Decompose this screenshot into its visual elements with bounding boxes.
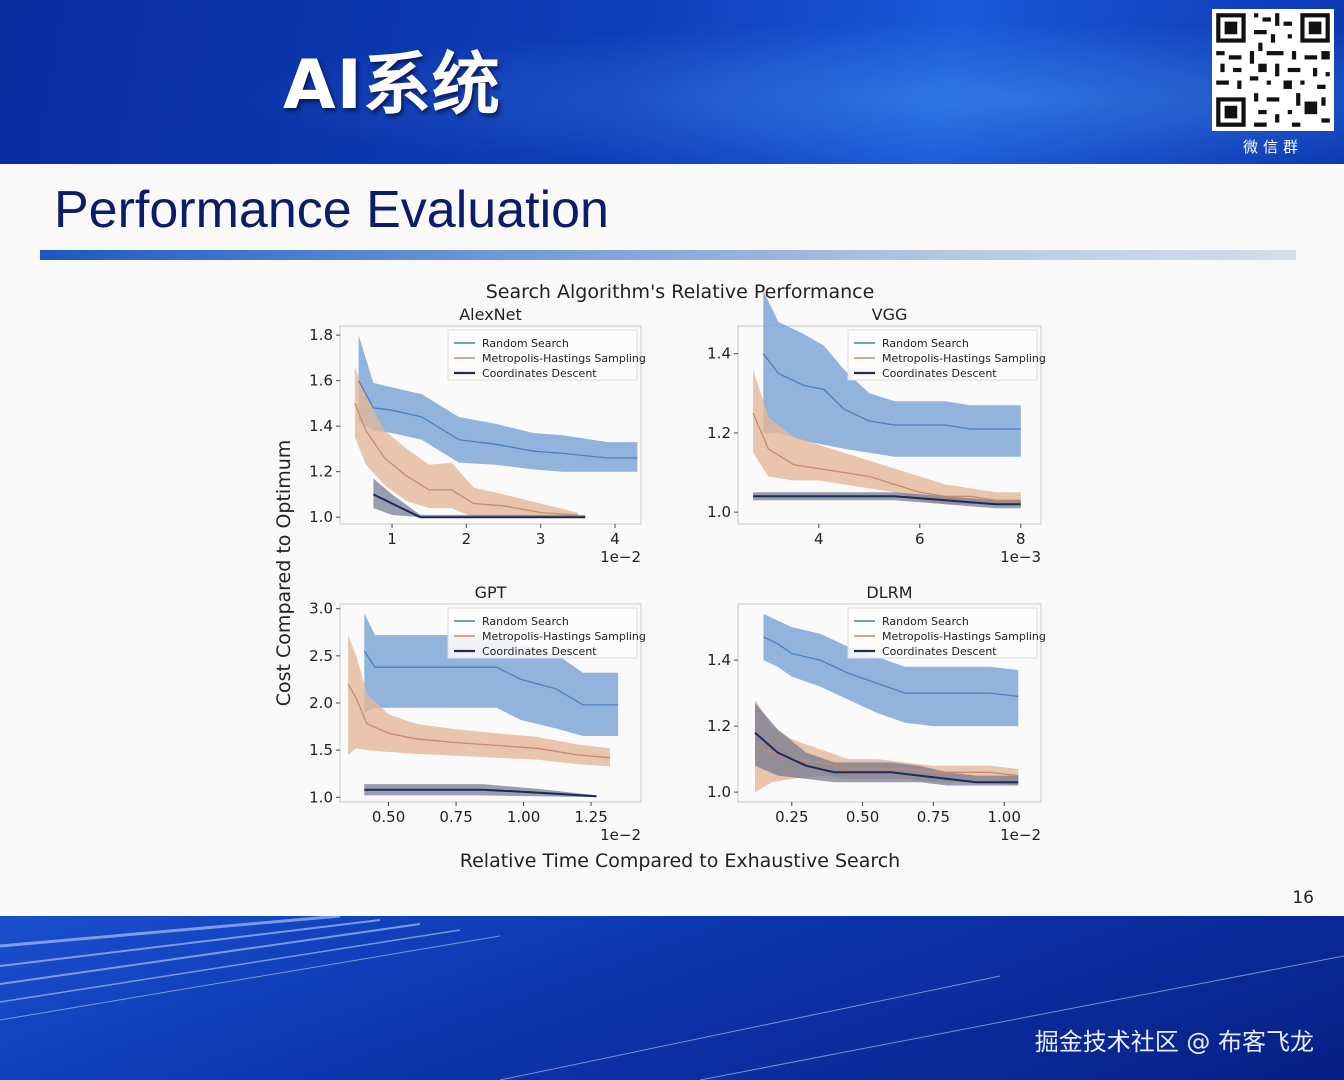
series-line [372,493,586,519]
y-tick-label: 1.4 [707,651,731,669]
subplot-alexnet: AlexNet 1.0 1.2 1.4 1.6 1.8 1 2 3 41e−2 Random Sea… [309,305,646,566]
title-rule [40,250,1296,260]
x-tick-label: 3 [536,530,546,548]
x-tick-label: 0.25 [775,808,808,826]
series-line [763,636,1019,698]
legend-label: Coordinates Descent [882,367,997,380]
confidence-band [364,613,619,736]
y-tick-label: 1.0 [707,503,731,521]
axis-offset-label: 1e−2 [600,826,641,844]
series-line [364,788,597,798]
slide-body: Performance Evaluation 16 [0,164,1344,916]
watermark: 掘金技术社区 @ 布客飞龙 [1034,1028,1314,1056]
confidence-band [755,703,1019,786]
confidence-band [358,335,638,472]
y-tick-label: 1.4 [707,345,731,363]
x-tick-label: 1.00 [987,808,1020,826]
x-tick-label: 4 [610,530,620,548]
y-tick-label: 1.4 [309,417,333,435]
y-axis-label: Cost Compared to Optimum [273,440,295,706]
subplot-vgg: VGG 1.0 1.2 1.4 4 6 81e−3 Random Search Metropol… [707,290,1046,566]
y-tick-label: 1.0 [309,788,333,806]
subplot-title: DLRM [866,583,912,602]
confidence-band [763,613,1019,727]
legend-label: Coordinates Descent [882,645,997,658]
legend-label: Random Search [482,615,569,628]
chart-title: Search Algorithm's Relative Performance [486,281,875,303]
legend-label: Coordinates Descent [482,367,597,380]
qr-caption: 微信群 [1242,138,1303,156]
legend-label: Random Search [882,615,969,628]
y-tick-label: 1.0 [309,508,333,526]
axis-offset-label: 1e−2 [600,548,641,566]
legend-label: Metropolis-Hastings Sampling [482,352,646,365]
footer-band [0,916,1344,1080]
series-line [358,380,638,459]
x-tick-label: 8 [1016,530,1026,548]
y-tick-label: 1.2 [707,717,731,735]
legend-label: Coordinates Descent [482,645,597,658]
series-line [754,731,1019,784]
x-tick-label: 6 [915,530,925,548]
chart: Search Algorithm's Relative Performance … [273,281,1046,872]
x-tick-label: 0.75 [917,808,950,826]
y-tick-label: 2.0 [309,694,333,712]
series-line [354,403,578,516]
legend-label: Metropolis-Hastings Sampling [482,630,646,643]
confidence-band [354,367,578,518]
legend-box [447,607,638,659]
series-line [363,650,619,706]
x-tick-label: 4 [814,530,824,548]
legend-box [847,329,1038,381]
legend-box [847,607,1038,659]
x-tick-label: 1.25 [574,808,607,826]
y-tick-label: 1.5 [309,741,333,759]
confidence-band [348,635,610,767]
legend-label: Metropolis-Hastings Sampling [882,630,1046,643]
series-line [347,683,611,759]
confidence-band [753,369,1021,505]
y-tick-label: 1.6 [309,372,333,390]
x-tick-label: 1.00 [507,808,540,826]
series-line [762,353,1021,430]
series-line [753,495,1021,506]
x-tick-label: 1 [387,530,397,548]
legend-label: Random Search [482,337,569,350]
brand-title: AI系统 [283,46,501,125]
header-band [0,0,1344,164]
y-tick-label: 3.0 [309,600,333,618]
x-tick-label: 0.50 [372,808,405,826]
x-tick-label: 0.75 [439,808,472,826]
legend-box [447,329,638,381]
qr-code-icon [1212,9,1334,131]
subplot-title: AlexNet [459,305,522,324]
y-tick-label: 1.2 [707,424,731,442]
subplot-title: VGG [872,305,908,324]
series-line [752,412,1021,501]
y-tick-label: 1.0 [707,783,731,801]
page-title: Performance Evaluation [54,181,609,239]
y-tick-label: 1.8 [309,326,333,344]
legend-label: Metropolis-Hastings Sampling [882,352,1046,365]
y-tick-label: 1.2 [309,463,333,481]
axis-offset-label: 1e−2 [1000,826,1041,844]
axis-offset-label: 1e−3 [1000,548,1041,566]
confidence-band [373,478,586,518]
x-tick-label: 2 [462,530,472,548]
y-tick-label: 2.5 [309,647,333,665]
footer-streaks [0,916,1344,1080]
x-tick-label: 0.50 [846,808,879,826]
subplot-title: GPT [475,583,507,602]
x-axis-label: Relative Time Compared to Exhaustive Sea… [460,850,900,872]
legend-label: Random Search [882,337,969,350]
page-number: 16 [1292,888,1314,908]
confidence-band [763,290,1021,457]
